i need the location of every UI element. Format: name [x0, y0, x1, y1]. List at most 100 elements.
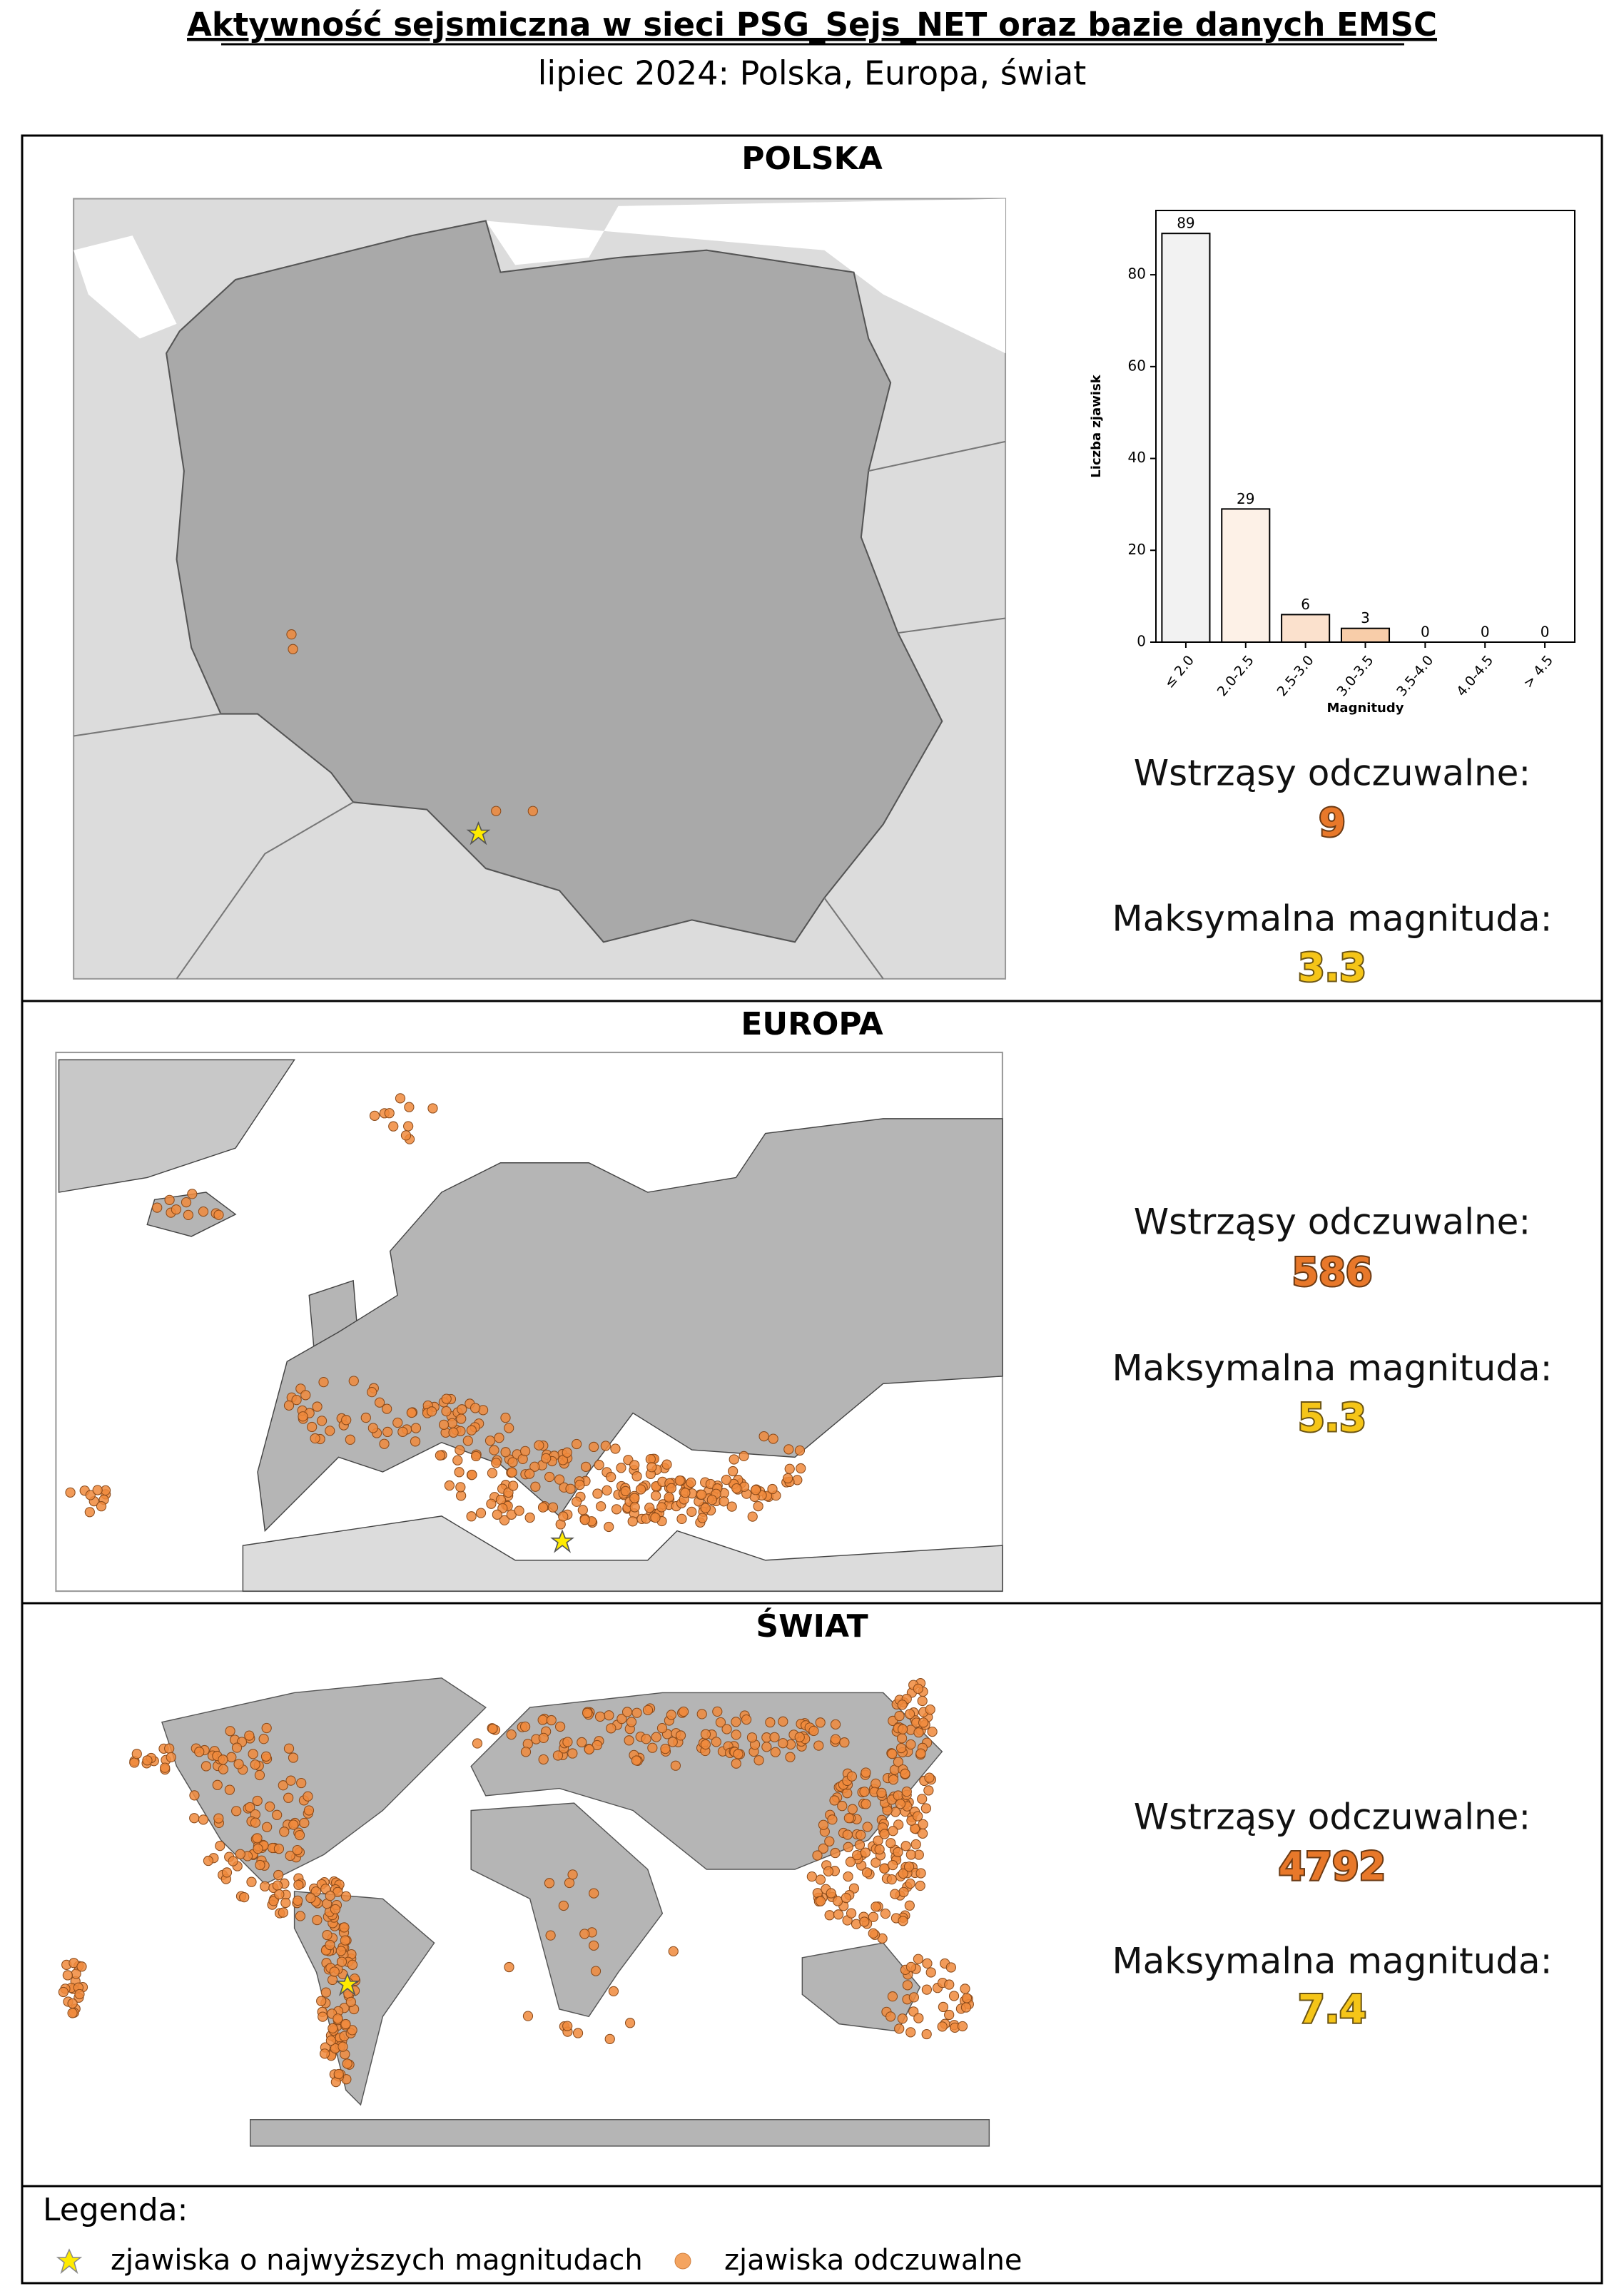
bar	[1281, 614, 1331, 644]
event-dot	[367, 1387, 377, 1398]
event-dot	[181, 1197, 192, 1208]
event-dot	[397, 1426, 408, 1437]
event-dot	[541, 1453, 552, 1463]
event-dot	[868, 1911, 879, 1922]
event-dot	[806, 1871, 817, 1882]
event-dot	[567, 1748, 578, 1759]
event-dot	[316, 1996, 327, 2006]
x-tick-label: 4.0-4.5	[1453, 653, 1496, 700]
event-dot	[293, 1879, 304, 1890]
event-dot	[395, 1093, 406, 1104]
event-dot	[852, 1850, 863, 1861]
event-dot	[487, 1468, 498, 1478]
event-dot	[913, 2013, 924, 2023]
event-dot	[785, 1752, 796, 1762]
event-dot	[225, 1726, 235, 1737]
event-dot	[410, 1423, 422, 1433]
event-dot	[961, 1993, 973, 2003]
y-axis-label: Liczba zjawisk	[1089, 374, 1104, 477]
event-dot	[360, 1412, 371, 1423]
event-dot	[915, 1868, 926, 1879]
event-dot	[303, 1791, 313, 1802]
event-dot	[129, 1757, 140, 1768]
event-dot	[85, 1490, 96, 1500]
event-dot	[646, 1462, 657, 1473]
x-tick-label: 2.5-3.0	[1274, 653, 1317, 700]
event-dot	[438, 1419, 450, 1430]
felt-label: Wstrząsy odczuwalne:	[1134, 753, 1531, 794]
event-dot	[67, 1998, 78, 2009]
event-dot	[299, 1817, 310, 1829]
event-dot	[666, 1710, 676, 1720]
event-dot	[888, 1774, 899, 1785]
event-dot	[768, 1433, 778, 1444]
event-dot	[627, 1516, 638, 1527]
event-dot	[845, 1856, 856, 1867]
event-dot	[252, 1833, 263, 1844]
event-dot	[818, 1843, 828, 1854]
event-dot	[272, 1880, 283, 1891]
event-dot	[813, 1740, 824, 1751]
event-dot	[253, 1843, 263, 1854]
event-dot	[904, 1709, 915, 1720]
event-dot	[462, 1436, 473, 1446]
event-dot	[885, 2011, 896, 2022]
event-dot	[260, 1751, 272, 1762]
event-dot	[522, 2011, 534, 2021]
event-dot	[410, 1436, 421, 1447]
event-dot	[466, 1511, 477, 1522]
event-dot	[668, 1946, 679, 1957]
y-tick-label: 40	[1128, 449, 1146, 466]
event-dot	[635, 1484, 646, 1495]
x-tick-label: 3.5-4.0	[1394, 653, 1436, 700]
event-dot	[298, 1411, 308, 1422]
africa	[470, 1802, 664, 2018]
event-dot	[426, 1406, 437, 1417]
event-dot	[470, 1403, 481, 1413]
event-dot	[880, 1909, 891, 1919]
event-dot	[273, 1844, 285, 1854]
event-dot	[750, 1485, 761, 1495]
event-dot	[322, 1929, 333, 1941]
event-dot	[273, 1869, 284, 1881]
event-dot	[152, 1202, 163, 1213]
event-dot	[860, 1847, 871, 1858]
event-dot	[565, 1483, 576, 1494]
event-dot	[239, 1891, 250, 1903]
event-dot	[824, 1836, 835, 1847]
event-dot	[248, 1749, 258, 1759]
event-dot	[700, 1739, 711, 1750]
event-dot	[676, 1513, 687, 1525]
event-dot	[937, 2021, 948, 2032]
event-dot	[572, 1438, 582, 1450]
event-dot	[340, 1891, 352, 1902]
x-axis-label: Magnitudy	[1327, 701, 1404, 716]
event-dot	[467, 1469, 477, 1480]
event-dot	[307, 1421, 318, 1433]
event-dot	[215, 1841, 225, 1851]
event-dot	[753, 1500, 763, 1512]
event-dot	[341, 1415, 352, 1426]
event-dot	[726, 1501, 737, 1512]
event-dot	[837, 1801, 848, 1812]
event-dot	[901, 1787, 912, 1797]
event-dot	[923, 1785, 934, 1796]
event-dot	[778, 1738, 788, 1749]
value-label: 6	[1301, 596, 1310, 613]
event-dot	[644, 1503, 655, 1513]
event-dot	[741, 1714, 752, 1725]
event-dot	[620, 1485, 631, 1497]
event-dot	[921, 2028, 932, 2040]
event-dot	[246, 1876, 257, 1887]
event-dot	[160, 1762, 171, 1773]
event-dot	[340, 1935, 350, 1946]
event-dot	[664, 1492, 674, 1503]
event-dot	[784, 1463, 795, 1474]
y-tick-label: 0	[1137, 633, 1146, 650]
event-dot	[499, 1515, 510, 1525]
event-dot	[492, 1509, 502, 1520]
event-dot	[826, 1888, 836, 1899]
value-label: 3	[1361, 609, 1370, 626]
value-label: 0	[1481, 624, 1490, 641]
